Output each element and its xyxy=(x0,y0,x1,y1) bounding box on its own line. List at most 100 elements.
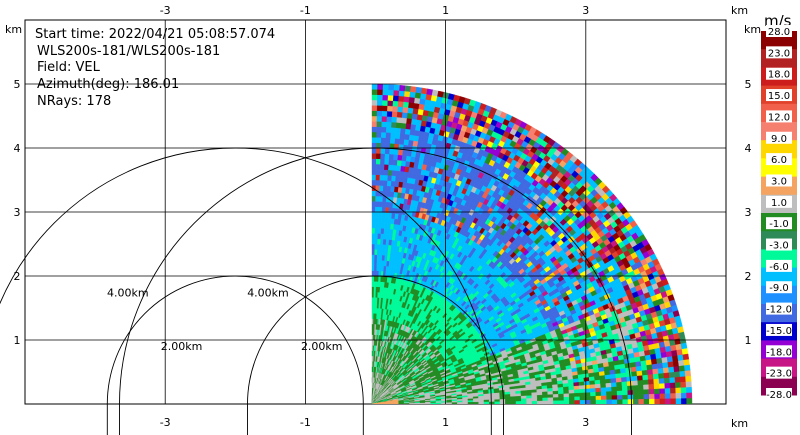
velocity-gate xyxy=(382,94,389,101)
velocity-gate xyxy=(389,148,395,155)
velocity-gate xyxy=(387,89,395,96)
velocity-gate xyxy=(382,83,389,90)
velocity-gate xyxy=(408,102,415,109)
velocity-gate xyxy=(662,362,669,369)
velocity-gate xyxy=(371,115,378,122)
velocity-gate xyxy=(666,356,674,363)
velocity-gate xyxy=(392,100,399,107)
velocity-gate xyxy=(397,149,404,156)
velocity-gate xyxy=(379,174,385,181)
velocity-gate xyxy=(650,358,658,365)
velocity-sector xyxy=(371,83,693,404)
velocity-gate xyxy=(377,83,384,90)
velocity-gate xyxy=(388,164,394,171)
velocity-gate xyxy=(376,115,383,122)
velocity-gate xyxy=(378,195,384,202)
velocity-gate xyxy=(371,275,375,282)
velocity-gate xyxy=(371,174,377,181)
velocity-gate xyxy=(371,254,375,261)
velocity-gate xyxy=(371,158,377,165)
velocity-gate xyxy=(635,365,643,372)
velocity-gate xyxy=(374,238,378,245)
velocity-gate xyxy=(374,270,377,277)
velocity-gate xyxy=(371,126,378,133)
velocity-gate xyxy=(396,111,403,118)
velocity-gate xyxy=(371,297,375,303)
velocity-gate xyxy=(371,259,375,266)
velocity-gate xyxy=(371,270,375,277)
velocity-gate xyxy=(646,364,653,371)
velocity-gate xyxy=(376,153,381,160)
velocity-gate xyxy=(387,169,393,176)
velocity-gate xyxy=(386,126,392,133)
velocity-gate xyxy=(371,169,377,175)
velocity-gate xyxy=(392,159,398,166)
velocity-gate xyxy=(371,163,377,170)
velocity-gate xyxy=(381,131,387,138)
velocity-gate xyxy=(398,95,405,102)
velocity-gate xyxy=(391,111,398,118)
velocity-gate xyxy=(374,254,378,261)
velocity-gate xyxy=(371,142,377,149)
velocity-gate xyxy=(377,238,381,245)
velocity-gate xyxy=(379,179,384,186)
velocity-gate xyxy=(371,121,378,127)
velocity-gate xyxy=(377,222,382,229)
velocity-gate xyxy=(384,153,390,160)
velocity-gate xyxy=(625,367,632,374)
velocity-gate xyxy=(382,89,389,96)
velocity-gate xyxy=(371,238,376,245)
velocity-gate xyxy=(405,123,412,130)
velocity-gate xyxy=(393,154,399,161)
velocity-gate xyxy=(386,110,393,117)
velocity-gate xyxy=(374,259,378,266)
velocity-gate xyxy=(614,368,622,375)
velocity-gate xyxy=(371,153,377,159)
velocity-gate xyxy=(391,116,398,123)
velocity-gate xyxy=(382,105,388,112)
velocity-gate xyxy=(402,106,409,114)
velocity-gate xyxy=(404,85,412,92)
velocity-gate xyxy=(377,89,384,96)
velocity-gate xyxy=(371,131,377,138)
velocity-gate xyxy=(395,127,402,134)
velocity-gate xyxy=(386,185,392,192)
velocity-gate xyxy=(371,233,376,239)
velocity-gate xyxy=(376,131,382,138)
velocity-gate xyxy=(378,217,382,224)
velocity-gate xyxy=(383,180,388,187)
velocity-gate xyxy=(371,281,375,287)
velocity-gate xyxy=(414,97,421,104)
velocity-gate xyxy=(404,90,411,98)
velocity-gate xyxy=(371,110,378,117)
velocity-gate xyxy=(382,99,389,106)
velocity-gate xyxy=(376,105,383,112)
velocity-gate xyxy=(374,217,379,223)
velocity-gate xyxy=(375,174,381,181)
velocity-gate xyxy=(667,361,674,368)
velocity-gate xyxy=(407,107,414,114)
velocity-gate xyxy=(390,127,397,134)
velocity-gate xyxy=(399,84,406,92)
velocity-gate xyxy=(396,116,403,124)
velocity-gate xyxy=(371,286,375,293)
velocity-gate xyxy=(414,92,422,99)
velocity-gate xyxy=(640,360,647,367)
velocity-gate xyxy=(371,94,378,101)
velocity-gate xyxy=(371,201,376,207)
velocity-gate xyxy=(377,94,383,101)
velocity-gate xyxy=(393,84,401,91)
velocity-gate xyxy=(378,211,383,218)
velocity-gate xyxy=(651,363,659,370)
velocity-gate xyxy=(376,121,383,128)
velocity-gate xyxy=(393,148,399,155)
velocity-gate xyxy=(377,227,382,234)
velocity-gate xyxy=(371,265,375,271)
velocity-gate xyxy=(371,222,376,229)
velocity-gate xyxy=(382,185,388,192)
velocity-gate xyxy=(660,351,668,359)
velocity-gate xyxy=(682,353,690,361)
velocity-gate xyxy=(397,106,404,113)
velocity-gate xyxy=(400,122,407,129)
velocity-gate xyxy=(379,169,385,176)
